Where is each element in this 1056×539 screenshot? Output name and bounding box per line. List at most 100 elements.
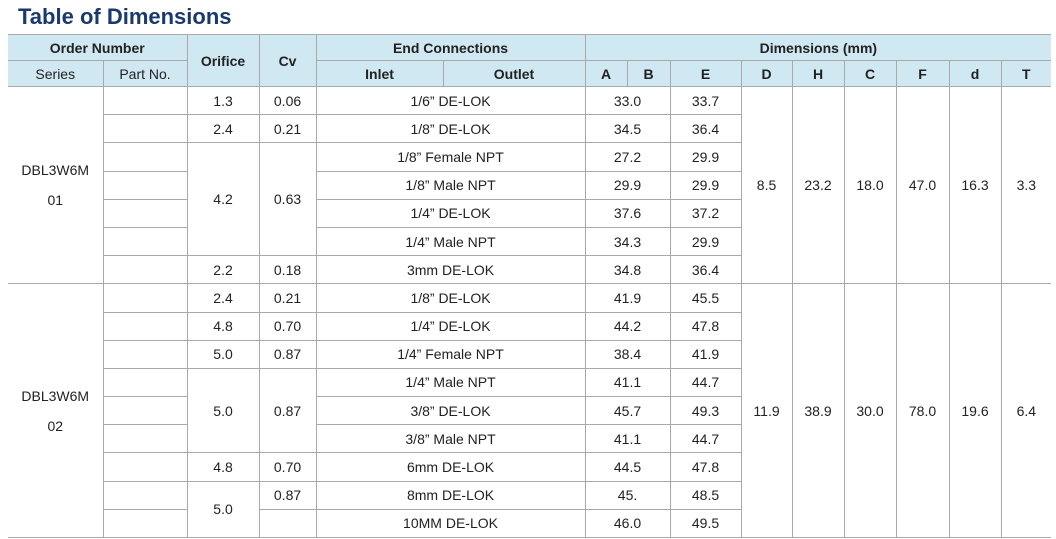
dimension-e-cell: 33.7 — [669, 85, 742, 116]
dimension-cell: 18.0 — [843, 85, 897, 285]
table-row: 5.0 0.87 1/4” Male NPT 41.1 44.7 — [8, 367, 1051, 454]
page-title: Table of Dimensions — [18, 4, 232, 29]
dimension-e-cell: 44.7 — [669, 367, 742, 398]
table-row: 1/8” Male NPT 29.9 29.9 — [8, 170, 1051, 200]
header-row: Order Number Orifice Cv End Connections … — [8, 34, 1052, 87]
part-no-cell — [103, 452, 188, 482]
connection-cell: 1/4” Male NPT — [315, 226, 586, 257]
connection-cell: 8mm DE-LOK — [315, 480, 586, 510]
dimension-e-cell: 49.5 — [669, 508, 742, 539]
dimension-cell: 23.2 — [791, 85, 845, 285]
orifice-cell: 5.0 — [186, 480, 260, 539]
orifice-cell: 1.3 — [186, 85, 260, 116]
table-row: 4.8 0.70 6mm DE-LOK 44.5 47.8 — [8, 452, 1051, 482]
part-no-cell — [103, 311, 188, 341]
dimension-a-cell: 37.6 — [584, 198, 671, 228]
dimension-e-cell: 29.9 — [669, 226, 742, 257]
dimension-e-cell: 37.2 — [669, 198, 742, 228]
dimension-a-cell: 29.9 — [584, 170, 671, 200]
table-row: 1/4” DE-LOK 37.6 37.2 — [8, 198, 1051, 228]
cv-cell: 0.87 — [258, 480, 317, 510]
connection-cell: 1/8” Male NPT — [315, 170, 586, 200]
dimension-a-cell: 41.1 — [584, 424, 671, 454]
part-no-cell — [103, 424, 188, 454]
dimension-cell: 16.3 — [948, 85, 1002, 285]
cv-cell: 0.21 — [258, 114, 317, 144]
cv-cell: 0.18 — [258, 255, 317, 285]
series-name: DBL3W6M — [21, 387, 90, 404]
connection-cell: 1/4” DE-LOK — [315, 311, 586, 341]
header-cell: Series — [8, 60, 104, 87]
dimension-e-cell: 44.7 — [669, 424, 742, 454]
dimensions-table: Order Number Orifice Cv End Connections … — [8, 34, 1052, 539]
orifice-cell: 2.2 — [186, 255, 260, 285]
series-number: 02 — [47, 417, 64, 434]
dimension-cell: 78.0 — [895, 283, 950, 538]
table-row: 10MM DE-LOK 46.0 49.5 — [8, 508, 1051, 539]
connection-cell: 1/6” DE-LOK — [315, 85, 586, 116]
part-no-cell — [103, 508, 188, 539]
dimension-e-cell: 47.8 — [669, 452, 742, 482]
connection-cell: 1/4” Female NPT — [315, 339, 586, 369]
header-cell: D — [740, 60, 793, 87]
part-no-cell — [103, 114, 188, 144]
connection-cell: 1/8” Female NPT — [315, 142, 586, 172]
dimension-a-cell: 41.9 — [584, 283, 671, 313]
series-cell: DBL3W6M 01 — [8, 85, 104, 285]
part-no-cell — [103, 226, 188, 257]
table-row: 3/8” DE-LOK 45.7 49.3 — [8, 396, 1051, 426]
table-row: 2.2 0.18 3mm DE-LOK 34.8 36.4 — [8, 255, 1051, 285]
part-no-cell — [103, 198, 188, 228]
cv-cell: 0.06 — [258, 85, 317, 116]
cv-cell: 0.87 — [258, 367, 317, 454]
dimension-a-cell: 44.5 — [584, 452, 671, 482]
header-cell: d — [948, 60, 1002, 87]
dimension-e-cell: 49.3 — [669, 396, 742, 426]
dimension-e-cell: 36.4 — [669, 255, 742, 285]
table-header: Order Number Orifice Cv End Connections … — [8, 34, 1052, 87]
part-no-cell — [103, 480, 188, 510]
dimension-cell: 47.0 — [895, 85, 950, 285]
header-cell: Orifice — [186, 34, 260, 87]
header-cell: A — [584, 60, 628, 87]
dimension-e-cell: 29.9 — [669, 142, 742, 172]
orifice-cell: 5.0 — [186, 367, 260, 454]
dimension-a-cell: 45. — [584, 480, 671, 510]
dimension-e-cell: 36.4 — [669, 114, 742, 144]
header-cell: T — [1000, 60, 1052, 87]
connection-cell: 1/4” Male NPT — [315, 367, 586, 398]
dimension-a-cell: 41.1 — [584, 367, 671, 398]
cv-cell — [258, 508, 317, 539]
dimension-e-cell: 45.5 — [669, 283, 742, 313]
header-cell: C — [843, 60, 897, 87]
dimension-cell: 6.4 — [1000, 283, 1052, 538]
table-row: DBL3W6M 01 1.3 0.06 1/6” DE-LOK 33.0 33.7 8.5 23… — [8, 85, 1052, 285]
header-cell: Inlet — [315, 60, 444, 87]
header-cell: End Connections — [315, 34, 586, 61]
dimension-e-cell: 41.9 — [669, 339, 742, 369]
cv-cell: 0.63 — [258, 142, 317, 257]
dimension-a-cell: 33.0 — [584, 85, 671, 116]
dimension-cell: 3.3 — [1000, 85, 1052, 285]
dimension-e-cell: 29.9 — [669, 170, 742, 200]
dimension-a-cell: 44.2 — [584, 311, 671, 341]
part-no-cell — [103, 396, 188, 426]
connection-cell: 6mm DE-LOK — [315, 452, 586, 482]
header-cell: E — [669, 60, 742, 87]
dimension-a-cell: 34.5 — [584, 114, 671, 144]
orifice-cell: 4.8 — [186, 311, 260, 341]
cv-cell: 0.87 — [258, 339, 317, 369]
connection-cell: 3/8” DE-LOK — [315, 396, 586, 426]
dimension-a-cell: 27.2 — [584, 142, 671, 172]
table-row: 5.0 0.87 1/4” Female NPT 38.4 41.9 — [8, 339, 1051, 369]
dimension-e-cell: 47.8 — [669, 311, 742, 341]
orifice-cell: 2.4 — [186, 283, 260, 313]
orifice-cell: 2.4 — [186, 114, 260, 144]
part-no-cell — [103, 255, 188, 285]
table-body: DBL3W6M 01 1.3 0.06 1/6” DE-LOK 33.0 33.7 8.5 23… — [8, 85, 1052, 539]
table-row: 1/4” Male NPT 34.3 29.9 — [8, 226, 1051, 257]
dimension-cell: 38.9 — [791, 283, 845, 538]
table-row: DBL3W6M 02 2.4 0.21 1/8” DE-LOK 41.9 45.5 11.9 3… — [8, 283, 1052, 538]
